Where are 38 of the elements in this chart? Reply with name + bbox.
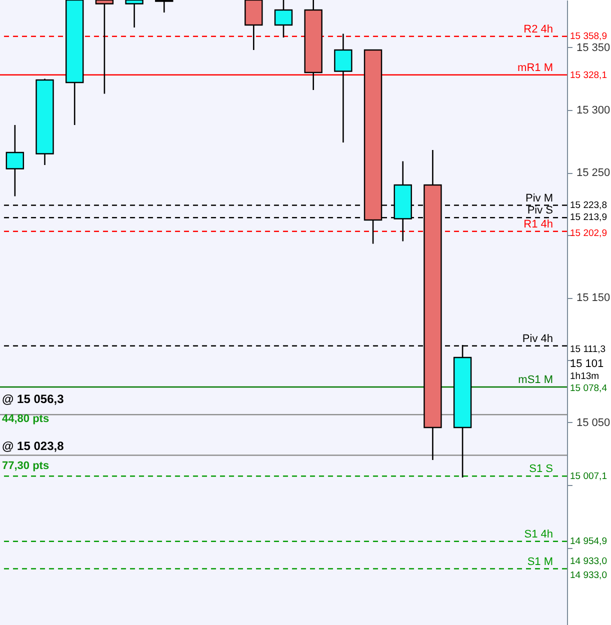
candlestick (95, 0, 114, 94)
ref-line-label: Piv 4h (522, 332, 553, 345)
ref-line-label: R1 4h (524, 218, 553, 230)
candlestick (155, 0, 174, 14)
text: 15 111,3 (570, 344, 606, 355)
candlestick (334, 33, 352, 144)
y-tick-label: 15 050 (576, 417, 610, 429)
ref-line-label: mR1 M (518, 62, 553, 74)
ref-line-label: S1 4h (524, 528, 553, 540)
ref-line-label: S1 S (529, 463, 553, 476)
text: 14 954,9 (570, 536, 607, 547)
candlestick (6, 124, 24, 197)
text: 15 202,9 (570, 228, 607, 239)
y-tick-label: 15 300 (576, 104, 610, 116)
ref-line-label: R2 4h (524, 23, 553, 36)
text: 14 933,0 (570, 570, 607, 581)
y-tick-label: 15 150 (576, 292, 610, 304)
ref-line-label: Piv M (526, 192, 553, 204)
text: 15 213,9 (570, 212, 607, 223)
annotation: 77,30 pts (2, 460, 50, 472)
text: 15 223,8 (570, 200, 607, 211)
annotation: @ 15 056,3 (2, 392, 64, 406)
text: 15 078,4 (570, 383, 607, 394)
text: 1h13m (570, 371, 600, 382)
candlestick (125, 0, 144, 28)
text: 14 933,0 (570, 556, 607, 567)
ref-line-label: S1 M (527, 556, 553, 568)
y-tick-label: 15 250 (576, 167, 610, 179)
annotation: 44,80 pts (2, 413, 50, 425)
text: 15 007,1 (570, 471, 607, 482)
annotation: @ 15 023,8 (2, 439, 64, 453)
y-tick-label: 15 350 (576, 42, 610, 54)
ref-line-label: Piv S (527, 204, 553, 217)
text: 15 358,9 (570, 31, 607, 42)
text: 15 101 (570, 358, 604, 370)
text: 15 328,1 (570, 70, 607, 81)
ref-line-label: mS1 M (518, 374, 553, 386)
candlestick (274, 0, 293, 38)
